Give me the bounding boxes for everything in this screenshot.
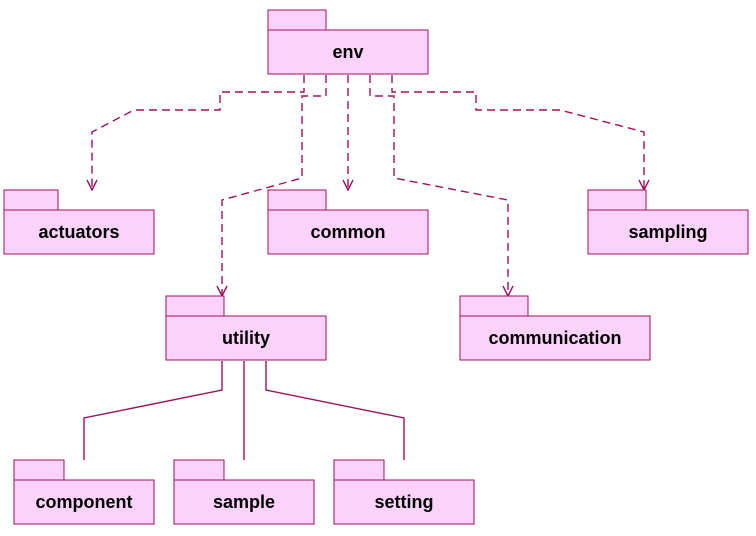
package-common: common (268, 190, 428, 254)
edges (84, 75, 644, 460)
packages: env actuators common sampling utility communi… (4, 10, 748, 524)
package-label: sampling (628, 222, 707, 242)
package-label: communication (488, 328, 621, 348)
edge-utility-component (84, 361, 222, 460)
package-label: env (332, 42, 363, 62)
package-env: env (268, 10, 428, 74)
package-setting: setting (334, 460, 474, 524)
edge-env-sampling (392, 75, 644, 190)
package-sample: sample (174, 460, 314, 524)
package-label: component (36, 492, 133, 512)
edge-env-actuators (92, 75, 304, 190)
package-sampling: sampling (588, 190, 748, 254)
package-label: utility (222, 328, 270, 348)
package-communication: communication (460, 296, 650, 360)
edge-utility-setting (266, 361, 404, 460)
uml-package-diagram: env actuators common sampling utility communi… (0, 0, 756, 536)
package-utility: utility (166, 296, 326, 360)
edge-env-utility (222, 75, 326, 296)
package-actuators: actuators (4, 190, 154, 254)
package-label: setting (374, 492, 433, 512)
package-label: sample (213, 492, 275, 512)
package-label: common (310, 222, 385, 242)
package-label: actuators (38, 222, 119, 242)
package-component: component (14, 460, 154, 524)
edge-env-communication (370, 75, 508, 296)
